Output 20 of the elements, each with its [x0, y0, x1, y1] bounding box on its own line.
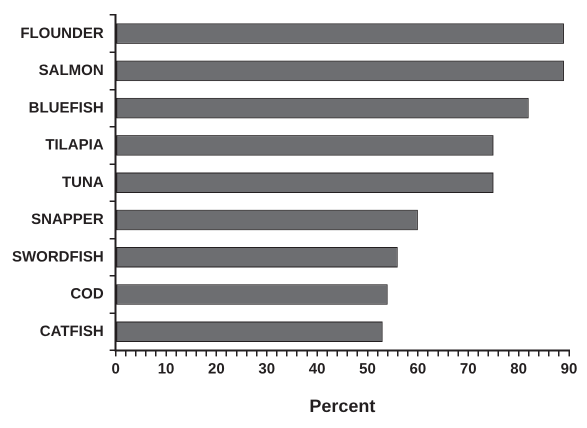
y-tick-label: SNAPPER: [31, 211, 104, 228]
y-tick-label: TILAPIA: [45, 136, 104, 154]
x-tick-label: 50: [359, 360, 376, 378]
x-tick-label: 20: [208, 360, 225, 378]
y-tick-label: SWORDFISH: [12, 248, 104, 266]
x-tick-label: 40: [308, 360, 326, 378]
x-axis-title: Percent: [309, 396, 376, 416]
y-tick-label: CATFISH: [40, 322, 104, 340]
x-tick-label: 90: [560, 360, 578, 378]
x-tick-label: 30: [258, 360, 276, 378]
x-tick-label: 10: [158, 360, 174, 378]
x-tick-label: 60: [410, 360, 426, 378]
y-tick-label: BLUEFISH: [28, 99, 104, 116]
y-tick-label: FLOUNDER: [20, 24, 104, 42]
y-tick-label: TUNA: [62, 174, 104, 191]
y-tick-label: SALMON: [38, 62, 104, 80]
x-tick-label: 80: [510, 360, 527, 378]
x-tick-label: 0: [111, 360, 120, 378]
y-tick-label: COD: [70, 286, 104, 303]
x-tick-label: 70: [460, 360, 477, 378]
